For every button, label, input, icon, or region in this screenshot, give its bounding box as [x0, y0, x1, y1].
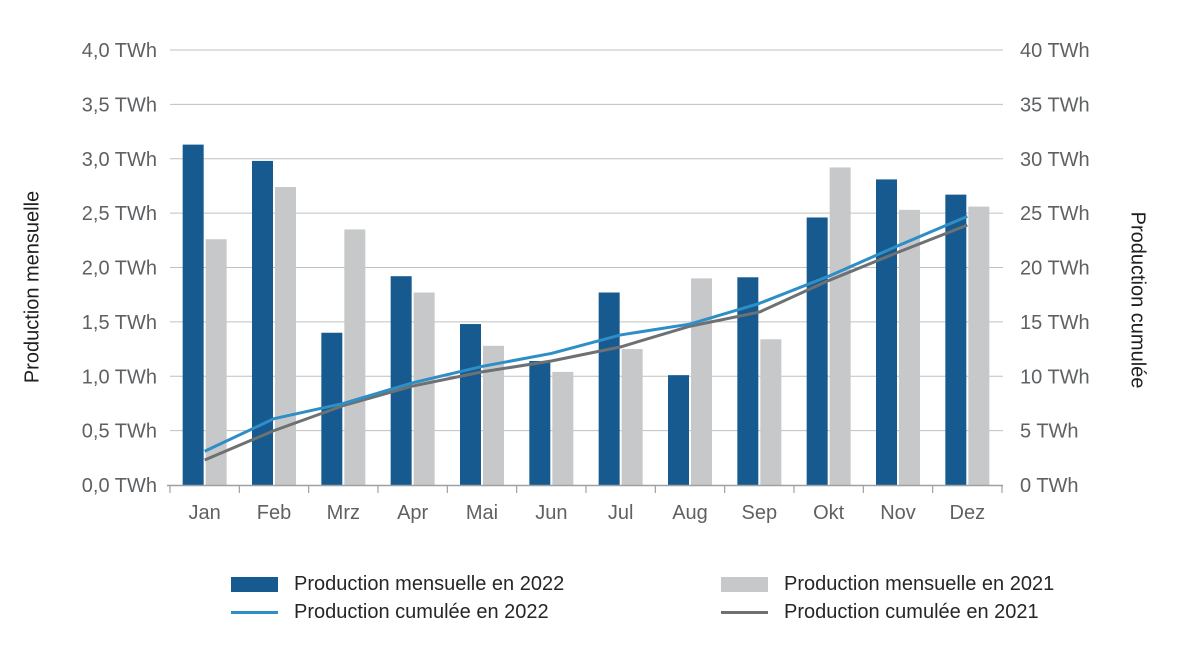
bar-2021 — [899, 209, 920, 486]
x-axis-tick-label: Dez — [950, 502, 986, 524]
legend-swatch-bar-2022 — [231, 576, 278, 592]
line-2021 — [204, 223, 968, 462]
bar-2021 — [483, 345, 504, 485]
bar-2021 — [275, 187, 296, 485]
legend-label-monthly-2021: Production mensuelle en 2021 — [784, 572, 1055, 595]
bar-2021 — [552, 371, 574, 485]
left-axis-tick-label: 3,5 TWh — [82, 94, 157, 116]
left-axis-tick-label: 4,0 TWh — [82, 40, 157, 62]
x-axis-tick-label: Jun — [535, 502, 567, 524]
bar-2021 — [413, 292, 435, 485]
legend-column-2021: Production mensuelle en 2021 Production … — [721, 570, 1054, 626]
right-axis-tick-label: 10 TWh — [1020, 366, 1090, 388]
bar-2022 — [529, 361, 551, 485]
bar-2021 — [344, 229, 366, 485]
x-axis-tick-label: Mrz — [327, 502, 360, 524]
right-axis-tick-label: 15 TWh — [1020, 312, 1090, 334]
bar-2022 — [182, 144, 204, 486]
x-axis-tick-label: Aug — [672, 502, 708, 524]
legend-swatch-line-2021 — [721, 610, 768, 614]
bar-2021 — [691, 278, 712, 485]
x-axis-tick-label: Okt — [813, 502, 845, 524]
right-axis-tick-label: 30 TWh — [1020, 149, 1090, 171]
left-axis-tick-label: 3,0 TWh — [82, 149, 157, 171]
right-axis-title: Production cumulée — [1126, 211, 1149, 389]
left-axis-tick-label: 0,0 TWh — [82, 475, 157, 497]
x-axis-tick-label: Nov — [880, 502, 916, 524]
left-axis-tick-label: 0,5 TWh — [82, 421, 157, 443]
bar-2022 — [737, 277, 759, 485]
bar-2021 — [205, 239, 227, 485]
bar-2022 — [945, 194, 967, 485]
left-axis-tick-label: 1,0 TWh — [82, 366, 157, 388]
bar-2022 — [598, 292, 620, 485]
left-axis-title: Production mensuelle — [21, 190, 44, 384]
bar-2021 — [968, 206, 990, 485]
bar-2022 — [460, 324, 481, 485]
left-axis-tick-label: 1,5 TWh — [82, 312, 157, 334]
right-axis-tick-label: 35 TWh — [1020, 94, 1090, 116]
legend-item-cumulative-2021: Production cumulée en 2021 — [721, 598, 1054, 626]
bar-2021 — [621, 349, 643, 485]
left-axis-tick-label: 2,0 TWh — [82, 258, 157, 280]
right-axis-tick-label: 5 TWh — [1020, 421, 1079, 443]
legend-column-2022: Production mensuelle en 2022 Production … — [231, 570, 564, 626]
right-axis-tick-label: 20 TWh — [1020, 258, 1090, 280]
bar-2022 — [806, 217, 828, 485]
x-axis-tick-label: Jan — [189, 502, 221, 524]
right-axis-tick-label: 40 TWh — [1020, 40, 1090, 62]
x-axis-tick-label: Jul — [608, 502, 634, 524]
left-axis-tick-label: 2,5 TWh — [82, 203, 157, 225]
legend-label-cumulative-2022: Production cumulée en 2022 — [294, 600, 549, 623]
legend-item-monthly-2021: Production mensuelle en 2021 — [721, 570, 1054, 598]
bar-2021 — [829, 167, 851, 485]
line-2022 — [204, 215, 968, 453]
x-axis-tick-label: Sep — [742, 502, 778, 524]
bar-2022 — [876, 179, 897, 485]
x-axis-tick-label: Mai — [466, 502, 498, 524]
legend-item-monthly-2022: Production mensuelle en 2022 — [231, 570, 564, 598]
x-axis-tick-label: Apr — [397, 502, 428, 524]
bar-2022 — [252, 160, 273, 486]
x-axis-tick-label: Feb — [257, 502, 291, 524]
bar-2022 — [668, 375, 689, 485]
legend-label-monthly-2022: Production mensuelle en 2022 — [294, 572, 565, 595]
legend-item-cumulative-2022: Production cumulée en 2022 — [231, 598, 564, 626]
right-axis-tick-label: 25 TWh — [1020, 203, 1090, 225]
bar-2022 — [390, 276, 412, 485]
legend-swatch-line-2022 — [231, 610, 278, 614]
right-axis-tick-label: 0 TWh — [1020, 475, 1079, 497]
legend-label-cumulative-2021: Production cumulée en 2021 — [784, 600, 1039, 623]
legend-swatch-bar-2021 — [721, 576, 768, 592]
bar-2021 — [760, 339, 782, 485]
